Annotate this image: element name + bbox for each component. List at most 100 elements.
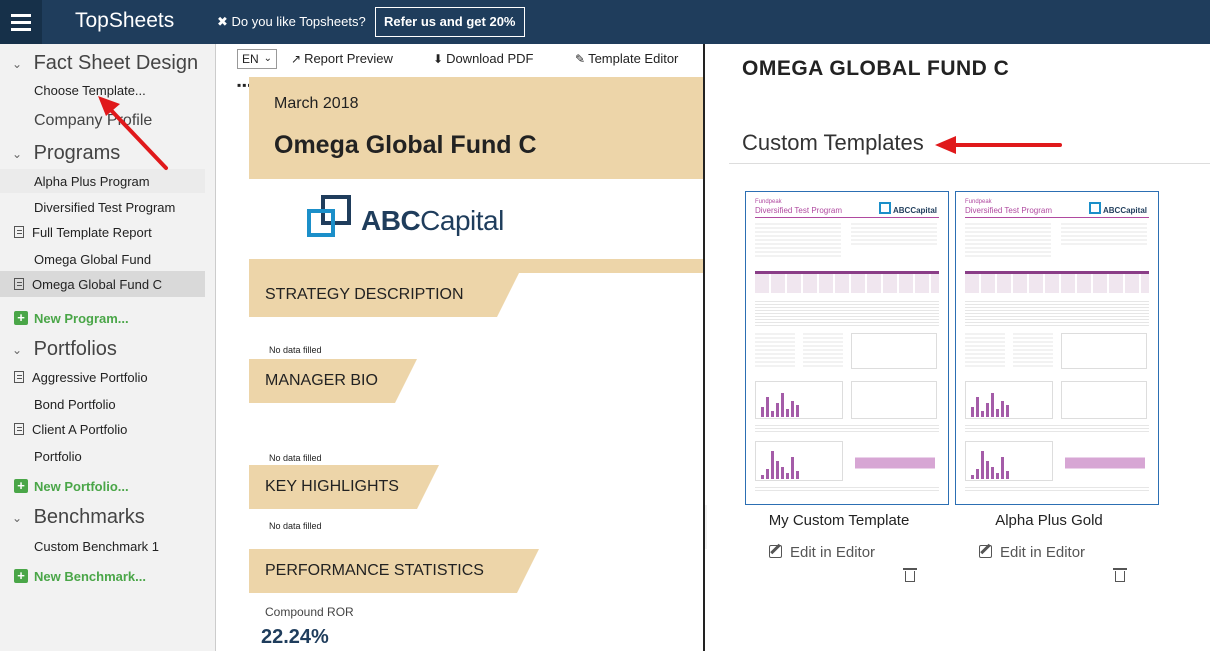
- sidebar-item-full-template-report[interactable]: Full Template Report: [14, 225, 152, 240]
- thumb-brand: Fundpeak: [755, 199, 782, 205]
- chevron-down-icon: ⌄: [263, 53, 272, 64]
- hamburger-icon: [11, 12, 31, 33]
- template-card-my-custom-template[interactable]: Fundpeak Diversified Test Program ABCCap…: [745, 191, 949, 505]
- item-label: Client A Portfolio: [32, 422, 128, 437]
- menu-button[interactable]: [0, 0, 42, 44]
- fund-name: Omega Global Fund C: [274, 131, 537, 159]
- report-date: March 2018: [274, 95, 359, 112]
- button-label: Template Editor: [588, 51, 679, 66]
- section-label: Portfolios: [33, 338, 117, 360]
- chevron-down-icon: ⌄: [12, 510, 23, 525]
- section-label: Fact Sheet Design: [33, 52, 199, 74]
- edit-in-editor-link[interactable]: Edit in Editor: [769, 544, 875, 561]
- link-label: New Program...: [34, 311, 129, 326]
- button-label: Report Preview: [304, 51, 393, 66]
- plus-icon: +: [14, 569, 28, 583]
- trash-icon: [1113, 568, 1127, 570]
- custom-templates-heading: Custom Templates: [742, 130, 924, 155]
- template-name: My Custom Template: [768, 512, 910, 529]
- template-thumbnail: Fundpeak Diversified Test Program ABCCap…: [751, 197, 943, 499]
- performance-body: Compound ROR 22.24%: [249, 593, 703, 651]
- no-data-text: No data filled: [269, 345, 322, 355]
- document-icon: [14, 226, 24, 238]
- sidebar-section-fact-sheet-design[interactable]: ⌄ Fact Sheet Design: [12, 52, 198, 75]
- sidebar-item-omega-global-fund-c[interactable]: Omega Global Fund C: [14, 277, 162, 292]
- strategy-body: No data filled: [249, 317, 703, 359]
- manager-bio-body: No data filled: [249, 403, 703, 465]
- template-name: Alpha Plus Gold: [995, 512, 1103, 529]
- chevron-down-icon: ⌄: [12, 56, 23, 71]
- item-label: Aggressive Portfolio: [32, 370, 148, 385]
- sidebar-item-aggressive-portfolio[interactable]: Aggressive Portfolio: [14, 370, 148, 385]
- fund-heading: OMEGA GLOBAL FUND C: [742, 57, 1010, 80]
- abc-capital-logo-icon: [307, 195, 353, 241]
- sidebar-item-portfolio[interactable]: Portfolio: [34, 449, 82, 464]
- language-select[interactable]: EN ⌄: [237, 49, 277, 69]
- sidebar-item-company-profile[interactable]: Company Profile: [34, 112, 153, 129]
- divider: [249, 259, 703, 273]
- sidebar-item-alpha-plus-program[interactable]: Alpha Plus Program: [34, 174, 150, 189]
- template-chooser-panel: OMEGA GLOBAL FUND C Custom Templates Fun…: [707, 44, 1210, 651]
- sidebar-item-diversified-test-program[interactable]: Diversified Test Program: [34, 200, 176, 215]
- hover-highlight: [0, 169, 205, 193]
- edit-in-editor-link[interactable]: Edit in Editor: [979, 544, 1085, 561]
- link-label: Edit in Editor: [1000, 544, 1086, 561]
- document-icon: [14, 371, 24, 383]
- plus-icon: +: [14, 479, 28, 493]
- manager-bio-section-header: MANAGER BIO: [249, 359, 703, 403]
- key-highlights-body: No data filled: [249, 509, 703, 549]
- download-pdf-button[interactable]: ⬇ Download PDF: [433, 51, 534, 66]
- refer-button[interactable]: Refer us and get 20%: [375, 7, 525, 37]
- logo-text: ABCCapital: [361, 205, 504, 236]
- top-bar: TopSheets ✖ Do you like Topsheets? Refer…: [0, 0, 1210, 44]
- delete-template-button[interactable]: [1113, 568, 1127, 582]
- report-preview-button[interactable]: ↗ Report Preview: [291, 51, 393, 66]
- section-label: Programs: [33, 142, 121, 164]
- sidebar-item-omega-global-fund[interactable]: Omega Global Fund: [34, 252, 152, 267]
- sidebar-item-client-a-portfolio[interactable]: Client A Portfolio: [14, 422, 127, 437]
- report-preview-pane: EN ⌄ ↗ Report Preview ⬇ Download PDF ✎ Temp…: [217, 44, 705, 651]
- sidebar: ⌄ Fact Sheet Design Choose Template... C…: [0, 44, 216, 651]
- promo-text[interactable]: ✖ Do you like Topsheets?: [217, 14, 366, 29]
- section-title: STRATEGY DESCRIPTION: [249, 273, 519, 317]
- performance-section-header: PERFORMANCE STATISTICS: [249, 549, 703, 593]
- template-card-alpha-plus-gold[interactable]: Fundpeak Diversified Test Program ABCCap…: [955, 191, 1159, 505]
- edit-icon: ✎: [575, 52, 586, 66]
- more-options-icon[interactable]: ▪▪▪: [237, 78, 253, 92]
- sheet-header: March 2018 Omega Global Fund C: [249, 77, 703, 179]
- preview-toolbar: EN ⌄ ↗ Report Preview ⬇ Download PDF ✎ Temp…: [217, 44, 703, 74]
- thumb-title: Diversified Test Program: [965, 206, 1052, 215]
- fact-sheet-preview: March 2018 Omega Global Fund C ABCCapita…: [249, 77, 703, 651]
- template-editor-button[interactable]: ✎ Template Editor: [575, 51, 678, 66]
- link-label: New Benchmark...: [34, 569, 146, 584]
- plus-icon: +: [14, 311, 28, 325]
- sidebar-section-benchmarks[interactable]: ⌄ Benchmarks: [12, 506, 145, 529]
- thumb-logo: ABCCapital: [879, 202, 937, 215]
- item-label: Omega Global Fund C: [32, 277, 163, 292]
- delete-template-button[interactable]: [903, 568, 917, 582]
- section-title: PERFORMANCE STATISTICS: [249, 549, 539, 593]
- link-label: Edit in Editor: [790, 544, 876, 561]
- edit-icon: [979, 545, 992, 558]
- sidebar-section-programs[interactable]: ⌄ Programs: [12, 142, 120, 165]
- key-highlights-section-header: KEY HIGHLIGHTS: [249, 465, 703, 509]
- sidebar-item-bond-portfolio[interactable]: Bond Portfolio: [34, 397, 116, 412]
- new-program-link[interactable]: + New Program...: [14, 311, 129, 326]
- section-title: KEY HIGHLIGHTS: [249, 465, 439, 509]
- thumb-logo: ABCCapital: [1089, 202, 1147, 215]
- download-icon: ⬇: [433, 52, 444, 66]
- sidebar-item-custom-benchmark-1[interactable]: Custom Benchmark 1: [34, 539, 159, 554]
- trash-icon: [903, 568, 917, 570]
- company-logo: ABCCapital: [249, 179, 703, 259]
- compound-ror-value: 22.24%: [261, 626, 329, 648]
- no-data-text: No data filled: [269, 453, 322, 463]
- item-label: Full Template Report: [32, 225, 152, 240]
- chevron-down-icon: ⌄: [12, 146, 23, 161]
- selected-highlight: [0, 271, 205, 297]
- new-benchmark-link[interactable]: + New Benchmark...: [14, 569, 146, 584]
- new-portfolio-link[interactable]: + New Portfolio...: [14, 479, 129, 494]
- thumb-title: Diversified Test Program: [755, 206, 842, 215]
- chevron-down-icon: ⌄: [12, 342, 23, 357]
- sidebar-section-portfolios[interactable]: ⌄ Portfolios: [12, 338, 117, 361]
- sidebar-item-choose-template[interactable]: Choose Template...: [34, 83, 146, 98]
